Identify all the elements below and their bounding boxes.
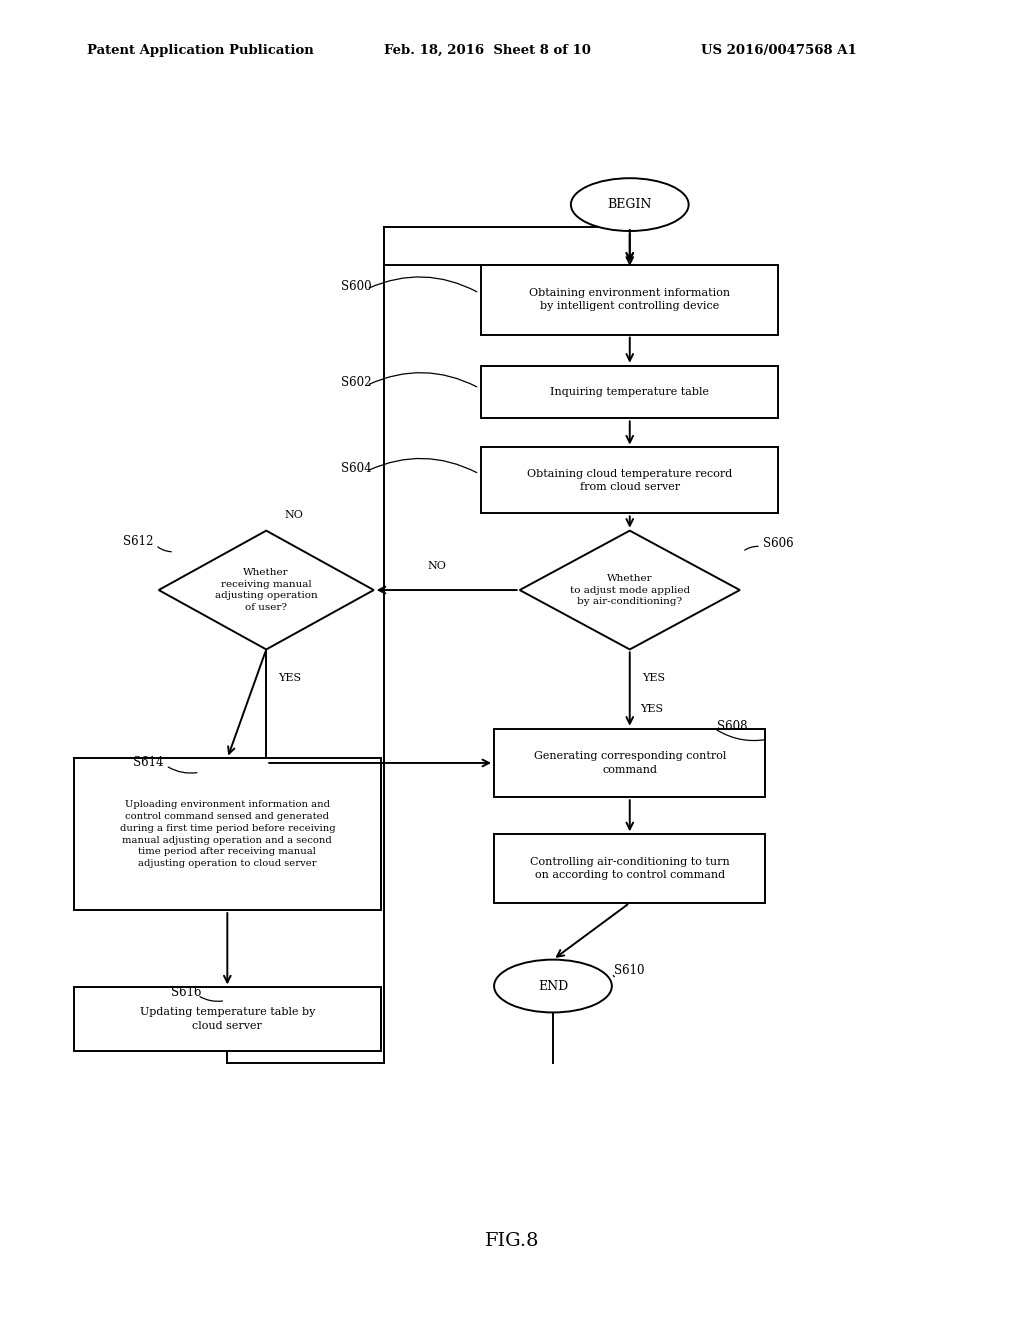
Text: YES: YES: [279, 673, 302, 684]
Text: BEGIN: BEGIN: [607, 198, 652, 211]
FancyBboxPatch shape: [494, 729, 766, 797]
Ellipse shape: [494, 960, 612, 1012]
Text: Whether
to adjust mode applied
by air-conditioning?: Whether to adjust mode applied by air-co…: [569, 574, 690, 606]
FancyBboxPatch shape: [74, 758, 381, 911]
Text: Uploading environment information and
control command sensed and generated
durin: Uploading environment information and co…: [120, 800, 335, 869]
Ellipse shape: [571, 178, 688, 231]
FancyBboxPatch shape: [481, 264, 778, 334]
Text: S600: S600: [341, 280, 372, 293]
Text: S610: S610: [614, 964, 645, 977]
FancyBboxPatch shape: [494, 834, 766, 903]
Text: S616: S616: [171, 986, 202, 999]
Text: US 2016/0047568 A1: US 2016/0047568 A1: [701, 44, 857, 57]
Text: S614: S614: [133, 756, 164, 770]
Text: Updating temperature table by
cloud server: Updating temperature table by cloud serv…: [139, 1007, 315, 1031]
Text: NO: NO: [427, 561, 445, 572]
Polygon shape: [159, 531, 374, 649]
FancyBboxPatch shape: [481, 366, 778, 418]
Text: Feb. 18, 2016  Sheet 8 of 10: Feb. 18, 2016 Sheet 8 of 10: [384, 44, 591, 57]
FancyBboxPatch shape: [481, 447, 778, 513]
Text: Obtaining cloud temperature record
from cloud server: Obtaining cloud temperature record from …: [527, 469, 732, 492]
Text: Controlling air-conditioning to turn
on according to control command: Controlling air-conditioning to turn on …: [529, 857, 730, 880]
Polygon shape: [519, 531, 739, 649]
Text: S602: S602: [341, 376, 372, 389]
Text: S608: S608: [717, 719, 748, 733]
Text: S604: S604: [341, 462, 372, 475]
Text: FIG.8: FIG.8: [484, 1232, 540, 1250]
Text: Whether
receiving manual
adjusting operation
of user?: Whether receiving manual adjusting opera…: [215, 568, 317, 612]
Text: YES: YES: [640, 704, 664, 714]
Text: S606: S606: [763, 537, 794, 550]
Text: NO: NO: [285, 510, 303, 520]
Text: END: END: [538, 979, 568, 993]
Text: Patent Application Publication: Patent Application Publication: [87, 44, 313, 57]
FancyBboxPatch shape: [74, 987, 381, 1051]
Text: Inquiring temperature table: Inquiring temperature table: [550, 387, 710, 397]
Text: Generating corresponding control
command: Generating corresponding control command: [534, 751, 726, 775]
Text: YES: YES: [642, 673, 666, 684]
Text: Obtaining environment information
by intelligent controlling device: Obtaining environment information by int…: [529, 288, 730, 312]
Text: S612: S612: [123, 535, 154, 548]
